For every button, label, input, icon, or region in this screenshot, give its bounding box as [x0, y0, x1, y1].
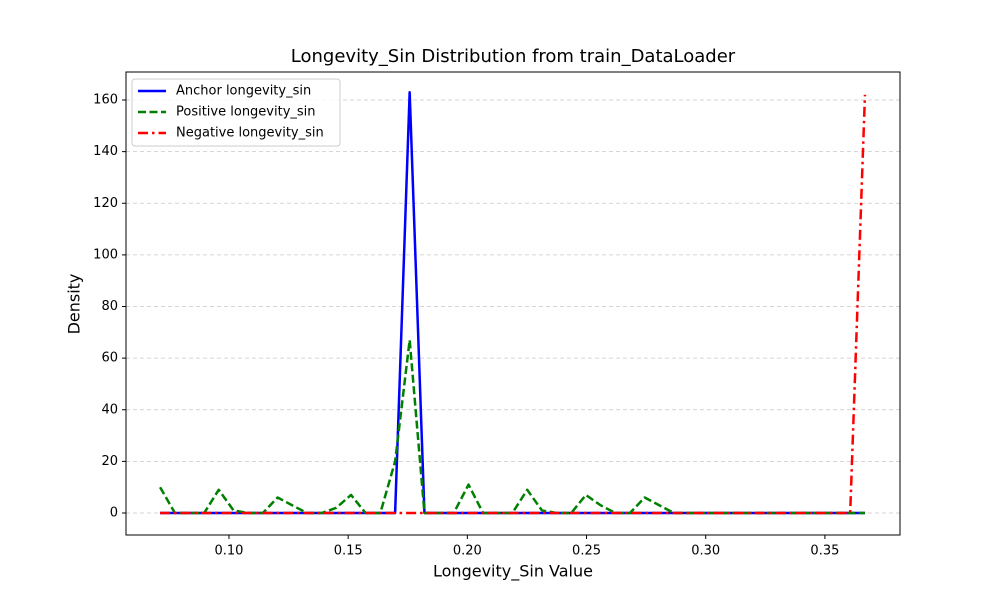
- y-tick-label: 0: [110, 506, 118, 521]
- grid: [126, 99, 900, 514]
- legend-box: [131, 78, 341, 147]
- x-tick-label: 0.20: [453, 544, 482, 559]
- x-axis-label: Longevity_Sin Value: [433, 562, 593, 582]
- chart-title: Longevity_Sin Distribution from train_Da…: [291, 46, 736, 67]
- line-series: [160, 94, 867, 515]
- y-tick-label: 160: [93, 93, 118, 108]
- y-tick-label: 120: [93, 196, 118, 211]
- y-tick-label: 20: [101, 454, 118, 469]
- y-tick-label: 40: [101, 402, 118, 417]
- y-tick-label: 100: [93, 247, 118, 262]
- x-tick-label: 0.25: [572, 544, 601, 559]
- x-tick-label: 0.35: [810, 544, 839, 559]
- line-series: [160, 91, 865, 515]
- x-tick-label: 0.30: [691, 544, 720, 559]
- legend: Anchor longevity_sin Positive longevity_s…: [131, 78, 341, 147]
- y-axis-label: Density: [65, 274, 84, 335]
- y-tick-label: 60: [101, 351, 118, 366]
- legend-label: Negative longevity_sin: [176, 126, 324, 141]
- x-tick-label: 0.10: [215, 544, 244, 559]
- y-tick-label: 140: [93, 144, 118, 159]
- legend-label: Anchor longevity_sin: [176, 84, 311, 99]
- y-tick-label: 80: [101, 299, 118, 314]
- line-series: [159, 338, 865, 515]
- plot-lines: [159, 91, 867, 515]
- plot-frame: [125, 71, 901, 536]
- legend-label: Positive longevity_sin: [176, 105, 316, 120]
- axes: 0 20 40 60 80 100 120 140 160 0.10 0.15 0.20 0.25 0.3…: [93, 93, 839, 559]
- x-tick-label: 0.15: [334, 544, 363, 559]
